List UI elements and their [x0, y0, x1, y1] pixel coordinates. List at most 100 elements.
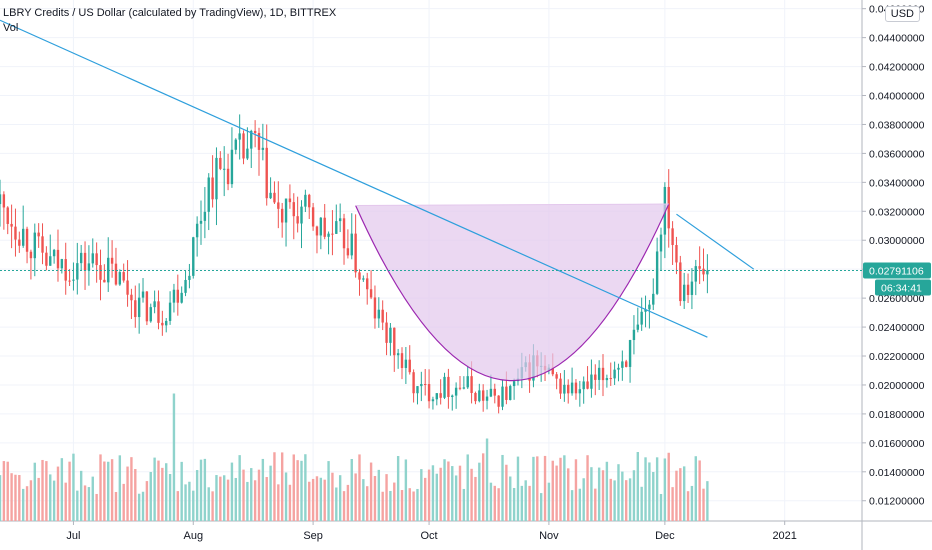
volume-bar [439, 467, 442, 521]
volume-bar [195, 470, 199, 521]
candle-body [250, 130, 253, 149]
volume-indicator-label[interactable]: Vol [3, 22, 19, 34]
candle-body [269, 192, 272, 199]
candle-body [37, 232, 40, 237]
candle-body [489, 388, 493, 397]
candle-body [590, 374, 593, 389]
candle-body [439, 393, 442, 398]
candle-body [153, 301, 156, 308]
candle-body [141, 291, 145, 298]
volume-bar [161, 467, 164, 521]
candle-body [33, 232, 36, 259]
volume-bar [49, 474, 52, 521]
candle-body [396, 353, 400, 356]
candle-body [238, 133, 241, 140]
candle-body [230, 149, 234, 185]
volume-bar [381, 491, 384, 521]
candle-body [76, 263, 79, 280]
volume-bar [230, 462, 234, 521]
candle-body [2, 194, 6, 208]
candle-body [149, 307, 152, 322]
price-tick-label: 0.02000000 [869, 380, 925, 392]
volume-bar [226, 479, 230, 521]
volume-bar [350, 459, 353, 521]
volume-bar [14, 474, 17, 521]
candle-body [29, 251, 33, 259]
candle-body [6, 207, 9, 224]
candle-body [509, 386, 512, 400]
volume-bar [145, 481, 149, 521]
volume-bar [640, 486, 643, 521]
volume-bar [516, 456, 520, 521]
volume-bar [41, 459, 44, 521]
volume-bar [250, 468, 253, 521]
volume-bar [122, 483, 125, 521]
candle-body [385, 322, 388, 343]
volume-bar [505, 464, 508, 521]
volume-bar [83, 485, 87, 521]
countdown-label-box [875, 279, 931, 296]
candle-body [362, 278, 365, 280]
candle-body [311, 207, 315, 227]
candle-body [195, 223, 199, 238]
candle-body [14, 226, 17, 240]
volume-bar [543, 455, 547, 521]
volume-bar [137, 493, 141, 521]
candle-body [99, 265, 102, 280]
volume-bar [64, 482, 67, 521]
volume-bar [481, 453, 485, 521]
volume-bar [582, 478, 585, 521]
volume-bar [621, 471, 624, 521]
volume-bar [265, 477, 268, 521]
volume-bar [95, 493, 98, 521]
volume-bar [257, 469, 261, 521]
candle-body [296, 216, 299, 224]
volume-bar [431, 465, 435, 521]
candle-body [327, 233, 330, 237]
candle-body [188, 275, 191, 280]
volume-series [0, 393, 709, 521]
candle-body [165, 320, 168, 326]
candle-body [447, 376, 450, 397]
candle-body [261, 147, 265, 150]
volume-bar [242, 469, 245, 521]
candle-body [458, 387, 462, 389]
volume-bar [594, 488, 597, 521]
candle-body [308, 194, 311, 208]
volume-bar [130, 457, 133, 521]
candle-body [145, 291, 149, 322]
volume-bar [18, 475, 21, 521]
candle-body [79, 252, 83, 264]
candle-body [435, 393, 438, 400]
volume-bar [497, 488, 500, 521]
candle-body [338, 218, 342, 222]
candle-body [215, 157, 218, 200]
volume-bar [68, 461, 71, 521]
countdown-label: 06:34:41 [881, 282, 922, 294]
candle-body [234, 139, 237, 150]
candle-body [319, 217, 323, 236]
volume-bar [385, 474, 388, 521]
volume-bar [114, 491, 118, 521]
currency-button[interactable]: USD [884, 6, 920, 22]
candle-body [56, 249, 60, 269]
volume-bar [682, 466, 686, 521]
candle-body [408, 359, 411, 373]
candle-body [122, 272, 125, 281]
candle-body [110, 257, 114, 264]
candle-body [567, 384, 570, 394]
candle-body [559, 378, 562, 394]
volume-bar [319, 477, 323, 521]
volume-bar [91, 476, 94, 521]
candle-body [87, 263, 91, 271]
volume-bar [79, 470, 83, 521]
volume-bar [118, 455, 122, 521]
price-tick-label: 0.01400000 [869, 467, 925, 479]
volume-bar [706, 481, 709, 521]
volume-bar [559, 457, 562, 521]
candle-body [203, 211, 207, 221]
candle-body [412, 372, 415, 394]
volume-bar [253, 480, 257, 521]
volume-bar [280, 452, 284, 521]
